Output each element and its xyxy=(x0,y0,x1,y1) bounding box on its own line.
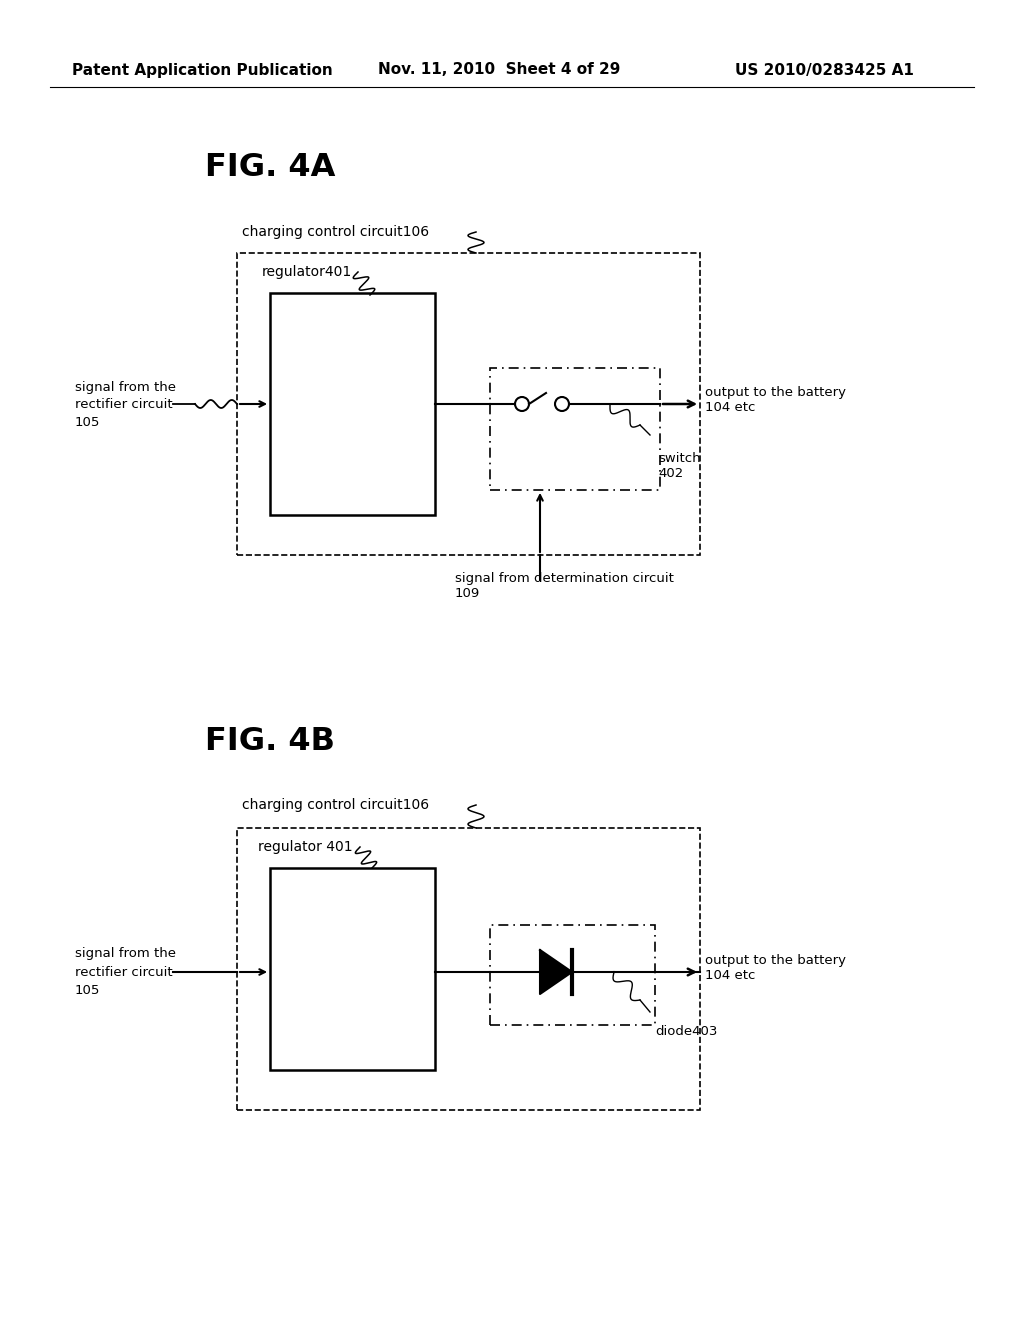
Text: switch
402: switch 402 xyxy=(658,451,700,480)
Bar xyxy=(270,293,435,515)
Bar xyxy=(270,869,435,1071)
Text: output to the battery
104 etc: output to the battery 104 etc xyxy=(705,954,846,982)
Bar xyxy=(490,368,660,490)
Text: FIG. 4B: FIG. 4B xyxy=(205,726,335,758)
Text: charging control circuit106: charging control circuit106 xyxy=(242,224,429,239)
Text: Patent Application Publication: Patent Application Publication xyxy=(72,62,333,78)
Text: diode403: diode403 xyxy=(655,1026,718,1038)
Text: signal from the
rectifier circuit
105: signal from the rectifier circuit 105 xyxy=(75,948,176,997)
Text: regulator 401: regulator 401 xyxy=(258,840,352,854)
Text: US 2010/0283425 A1: US 2010/0283425 A1 xyxy=(735,62,913,78)
Text: FIG. 4A: FIG. 4A xyxy=(205,153,336,183)
Text: charging control circuit106: charging control circuit106 xyxy=(242,799,429,812)
Text: signal from the
rectifier circuit
105: signal from the rectifier circuit 105 xyxy=(75,380,176,429)
Bar xyxy=(490,925,655,1026)
Text: regulator401: regulator401 xyxy=(262,265,352,279)
Text: signal from determination circuit
109: signal from determination circuit 109 xyxy=(455,572,674,601)
Text: Nov. 11, 2010  Sheet 4 of 29: Nov. 11, 2010 Sheet 4 of 29 xyxy=(378,62,621,78)
Bar xyxy=(237,828,700,1110)
Text: output to the battery
104 etc: output to the battery 104 etc xyxy=(705,385,846,414)
Bar xyxy=(237,253,700,554)
Polygon shape xyxy=(540,950,572,994)
